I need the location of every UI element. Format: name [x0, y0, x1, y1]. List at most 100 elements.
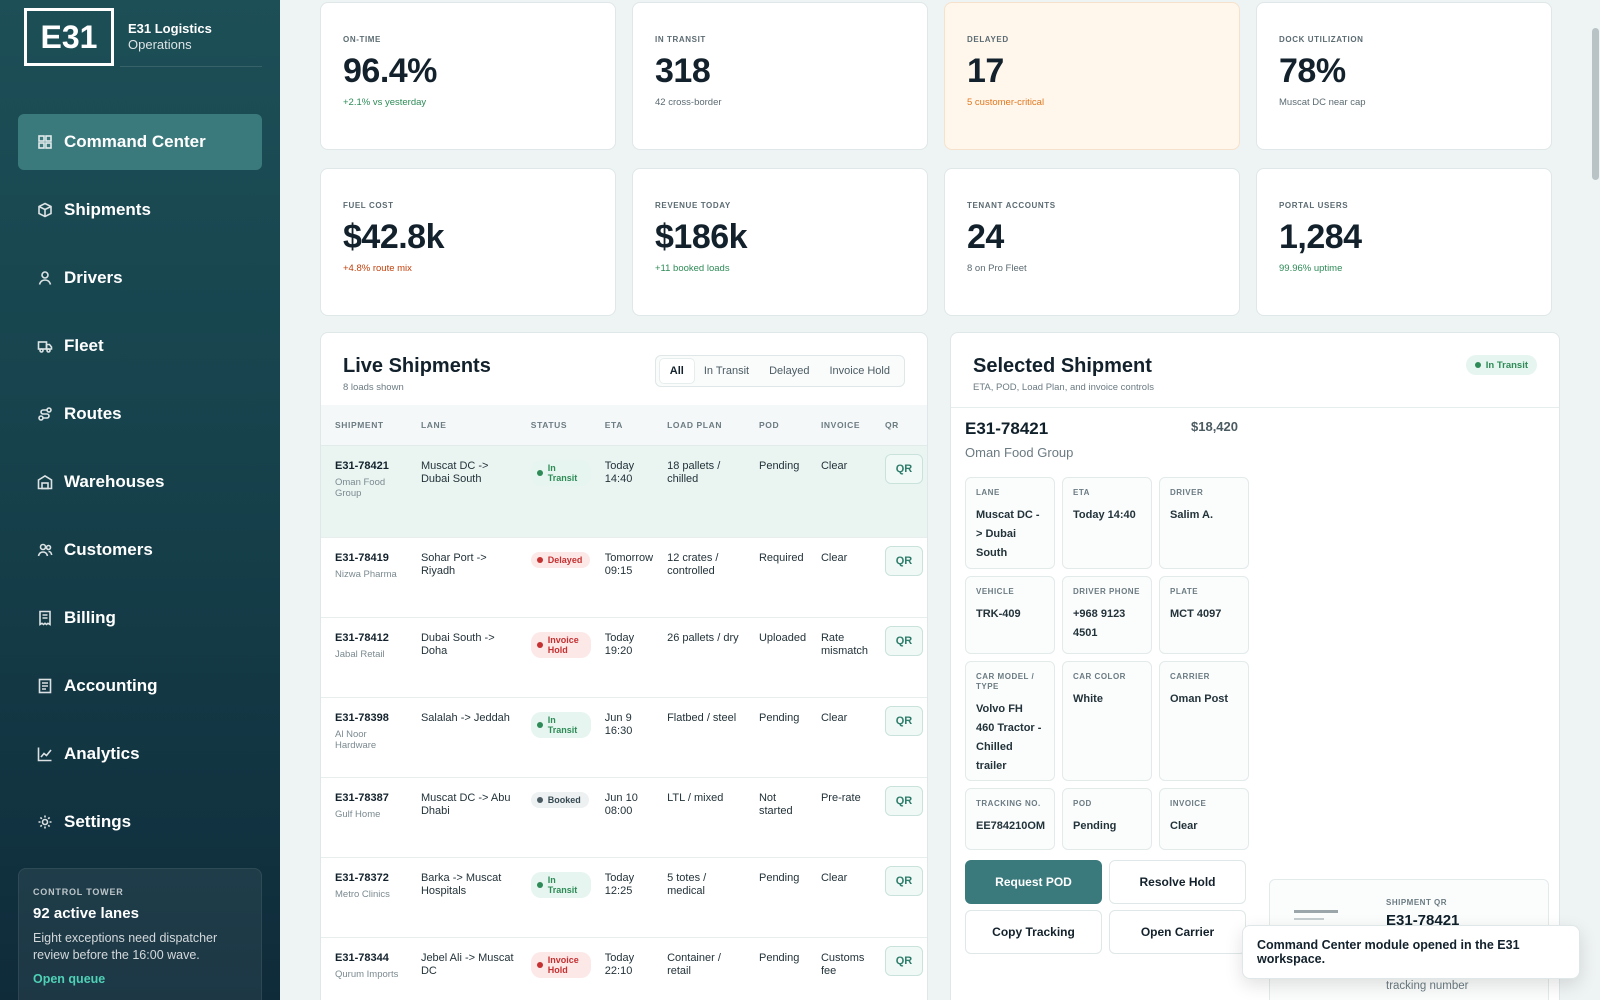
table-row[interactable]: E31-78421 Oman Food Group Muscat DC -> Dub…	[321, 445, 927, 538]
status-cell: In Transit	[516, 697, 591, 778]
kpi-card-on-time[interactable]: ON-TIME 96.4% +2.1% vs yesterday	[320, 2, 616, 150]
filter-tab-invoice-hold[interactable]: Invoice Hold	[829, 365, 890, 377]
qr-button[interactable]: QR	[884, 785, 923, 816]
detail-driver: DRIVER Salim A.	[1159, 477, 1249, 569]
column-header-lane[interactable]: LANE	[406, 405, 517, 446]
selected-status-badge: In Transit	[1465, 355, 1537, 375]
status-label: Booked	[547, 794, 581, 805]
lane-cell: Muscat DC -> Dubai South	[406, 445, 517, 538]
detail-value: White	[1073, 693, 1103, 705]
shipment-customer: Oman Food Group	[335, 476, 386, 499]
table-row[interactable]: E31-78412 Jabal Retail Dubai South -> Doha…	[321, 617, 927, 698]
open-queue-link[interactable]: Open queue	[33, 972, 106, 986]
shipment-cell: E31-78344 Qurum Imports	[321, 937, 407, 1000]
load-plan-cell: 26 pallets / dry	[653, 617, 745, 698]
detail-label: LANE	[976, 488, 1000, 497]
kpi-note: +2.1% vs yesterday	[343, 97, 427, 108]
table-row[interactable]: E31-78398 Al Noor Hardware Salalah -> Jedd…	[321, 697, 927, 778]
sidebar-item-shipments[interactable]: Shipments	[18, 182, 262, 238]
status-label: In Transit	[547, 714, 578, 735]
selected-shipment-title: Selected Shipment	[973, 355, 1152, 377]
detail-label: DRIVER PHONE	[1073, 587, 1140, 596]
qr-button[interactable]: QR	[884, 945, 923, 976]
open-carrier-button[interactable]: Open Carrier	[1109, 910, 1246, 954]
column-header-pod[interactable]: POD	[744, 405, 807, 446]
status-badge: Delayed	[530, 551, 591, 568]
kpi-note: Muscat DC near cap	[1279, 97, 1366, 108]
sidebar-item-accounting[interactable]: Accounting	[18, 658, 262, 714]
sidebar-item-label: Customers	[64, 540, 153, 559]
qr-button[interactable]: QR	[884, 705, 923, 736]
selected-shipment-panel: Selected Shipment ETA, POD, Load Plan, a…	[950, 332, 1560, 1000]
qr-button[interactable]: QR	[884, 545, 923, 576]
qr-cell: QR	[870, 697, 927, 778]
sidebar-item-routes[interactable]: Routes	[18, 386, 262, 442]
filter-tab-all[interactable]: All	[659, 359, 694, 383]
kpi-card-fuel-cost[interactable]: FUEL COST $42.8k +4.8% route mix	[320, 168, 616, 316]
kpi-note: 42 cross-border	[655, 97, 722, 108]
shipment-qr-label: SHIPMENT QR	[1386, 898, 1448, 907]
scrollbar-thumb[interactable]	[1592, 28, 1599, 180]
sidebar-item-billing[interactable]: Billing	[18, 590, 262, 646]
eta-cell: Today 19:20	[590, 617, 654, 698]
request-pod-button[interactable]: Request POD	[965, 860, 1102, 904]
resolve-hold-button[interactable]: Resolve Hold	[1109, 860, 1246, 904]
kpi-card-revenue-today[interactable]: REVENUE TODAY $186k +11 booked loads	[632, 168, 928, 316]
filter-tab-in-transit[interactable]: In Transit	[703, 365, 750, 377]
sidebar-item-customers[interactable]: Customers	[18, 522, 262, 578]
sidebar-item-warehouses[interactable]: Warehouses	[18, 454, 262, 510]
column-header-qr[interactable]: QR	[870, 405, 927, 446]
sidebar-item-drivers[interactable]: Drivers	[18, 250, 262, 306]
brand: E31 E31 Logistics Operations	[0, 0, 280, 66]
copy-tracking-button[interactable]: Copy Tracking	[965, 910, 1102, 954]
detail-label: DRIVER	[1170, 488, 1204, 497]
column-header-shipment[interactable]: SHIPMENT	[321, 405, 407, 446]
table-row[interactable]: E31-78387 Gulf Home Muscat DC -> Abu Dhabi…	[321, 777, 927, 858]
sidebar-item-fleet[interactable]: Fleet	[18, 318, 262, 374]
detail-tracking-no: TRACKING NO. EE784210OM	[965, 788, 1055, 850]
kpi-note: 99.96% uptime	[1279, 263, 1343, 274]
table-body: E31-78421 Oman Food Group Muscat DC -> Dub…	[321, 445, 927, 1000]
qr-button[interactable]: QR	[884, 453, 923, 484]
status-label: Delayed	[547, 554, 583, 565]
shipment-customer: Nizwa Pharma	[335, 568, 397, 580]
qr-button[interactable]: QR	[884, 625, 923, 656]
column-header-invoice[interactable]: INVOICE	[806, 405, 871, 446]
detail-value: Clear	[1170, 820, 1198, 832]
selected-status-label: In Transit	[1485, 359, 1528, 371]
kpi-value: 17	[967, 52, 1004, 90]
detail-value: Today 14:40	[1073, 509, 1136, 521]
kpi-card-delayed[interactable]: DELAYED 17 5 customer-critical	[944, 2, 1240, 150]
sidebar-item-label: Routes	[64, 404, 122, 423]
kpi-card-tenant-accounts[interactable]: TENANT ACCOUNTS 24 8 on Pro Fleet	[944, 168, 1240, 316]
eta-cell: Jun 10 08:00	[590, 777, 654, 858]
filter-tab-delayed[interactable]: Delayed	[769, 365, 810, 377]
qr-button[interactable]: QR	[884, 865, 923, 896]
kpi-label: REVENUE TODAY	[655, 201, 731, 210]
sidebar-item-command-center[interactable]: Command Center	[18, 114, 262, 170]
table-row[interactable]: E31-78344 Qurum Imports Jebel Ali -> Musca…	[321, 937, 927, 1000]
kpi-card-portal-users[interactable]: PORTAL USERS 1,284 99.96% uptime	[1256, 168, 1552, 316]
column-header-eta[interactable]: ETA	[590, 405, 654, 446]
brand-logo[interactable]: E31	[24, 8, 114, 66]
shipments-table: SHIPMENT LANE STATUS ETA LOAD PLAN POD INVOICE…	[321, 405, 927, 1000]
pod-cell: Pending	[744, 697, 807, 778]
live-shipments-title: Live Shipments	[343, 355, 491, 377]
eta-cell: Jun 9 16:30	[590, 697, 654, 778]
kpi-value: 24	[967, 218, 1004, 256]
table-row[interactable]: E31-78419 Nizwa Pharma Sohar Port -> Riyad…	[321, 537, 927, 618]
detail-pod: POD Pending	[1062, 788, 1152, 850]
column-header-load-plan[interactable]: LOAD PLAN	[653, 405, 745, 446]
kpi-card-dock-utilization[interactable]: DOCK UTILIZATION 78% Muscat DC near cap	[1256, 2, 1552, 150]
detail-label: CARRIER	[1170, 672, 1210, 681]
status-badge: In Transit	[530, 711, 591, 738]
detail-lane: LANE Muscat DC -> Dubai South	[965, 477, 1055, 569]
sidebar-item-analytics[interactable]: Analytics	[18, 726, 262, 782]
shipment-id: E31-78412	[335, 631, 389, 644]
kpi-card-in-transit[interactable]: IN TRANSIT 318 42 cross-border	[632, 2, 928, 150]
table-row[interactable]: E31-78372 Metro Clinics Barka -> Muscat Ho…	[321, 857, 927, 938]
brand-name: E31 Logistics	[128, 21, 212, 36]
column-header-status[interactable]: STATUS	[516, 405, 591, 446]
page-scrollbar[interactable]	[1590, 0, 1600, 1000]
sidebar-item-settings[interactable]: Settings	[18, 794, 262, 850]
